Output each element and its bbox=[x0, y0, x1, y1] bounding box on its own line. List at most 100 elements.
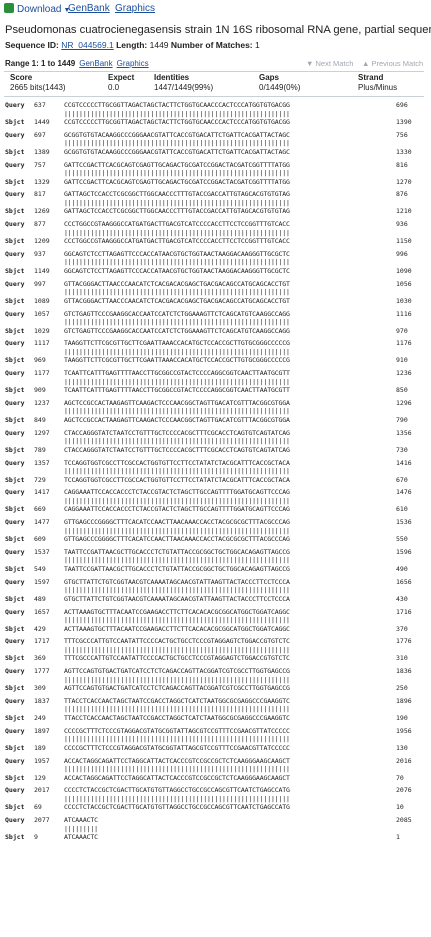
query-end: 2076 bbox=[396, 786, 412, 795]
subject-sequence: CCGTCCCCCTTGCGGTTAGACTAGCTACTTCTGGTGCAAC… bbox=[64, 118, 290, 126]
subject-sequence: CCCCTCTACCGCTCGACTTGCATGTGTTAGGCCTGCCGCC… bbox=[64, 803, 290, 812]
alignment-block: Query 1837 TTACCTCACCAACTAGCTAATCCGACCTAGG… bbox=[5, 696, 427, 726]
query-start: 2017 bbox=[34, 786, 50, 795]
query-end: 1776 bbox=[396, 637, 412, 646]
range-genbank-link[interactable]: GenBank bbox=[79, 59, 113, 68]
match-bars: ||||||||||||||||||||||||||||||||||||||||… bbox=[64, 645, 290, 654]
subject-start: 1209 bbox=[34, 237, 50, 246]
subject-sequence: GTTGAGCCCGGGGCTTTCACATCCAACTTAACAAACCACC… bbox=[64, 535, 290, 544]
match-bars: ||||||||||||||||||||||||||||||||||||||||… bbox=[64, 109, 290, 118]
query-sequence: ACTTAAAGTGCTTTACAATCCGAAGACCTTCTTCACACAC… bbox=[64, 607, 290, 616]
gaps-stat: Gaps 0/1449(0%) bbox=[259, 73, 300, 92]
subject-sequence: ATCAAACTC bbox=[64, 833, 98, 842]
query-start: 1357 bbox=[34, 458, 50, 467]
alignment-block: Query 1297 CTACCAGGGTATCTAATCCTGTTTGCTCCCC… bbox=[5, 428, 427, 458]
query-start: 937 bbox=[34, 249, 46, 258]
query-label: Query bbox=[5, 518, 25, 527]
query-end: 1236 bbox=[396, 369, 412, 378]
subject-label: Sbjct bbox=[5, 684, 25, 693]
match-bars: ||||||||||||||||||||||||||||||||||||||||… bbox=[64, 258, 290, 267]
score-header: Score bbox=[10, 73, 33, 82]
query-label: Query bbox=[5, 488, 25, 497]
query-sequence: GTTACGGGACTTAACCCAACATCTCACGACACGAGCTGAC… bbox=[64, 279, 290, 288]
subject-label: Sbjct bbox=[5, 445, 25, 454]
subject-start: 729 bbox=[34, 475, 46, 484]
subject-label: Sbjct bbox=[5, 564, 25, 573]
query-end: 2085 bbox=[396, 816, 412, 825]
subject-label: Sbjct bbox=[5, 803, 25, 812]
subject-label: Sbjct bbox=[5, 505, 25, 514]
query-label: Query bbox=[5, 101, 25, 109]
match-bars: ||||||||||||||||||||||||||||||||||||||||… bbox=[64, 675, 290, 684]
match-bars: ||||||||||||||||||||||||||||||||||||||||… bbox=[64, 526, 290, 535]
subject-sequence: ACCACTAGGCAGATTCCTAGGCATTACTCACCCGTCCGCC… bbox=[64, 773, 290, 782]
download-menu[interactable]: Download ▼ bbox=[4, 3, 70, 15]
query-label: Query bbox=[5, 339, 25, 348]
query-end: 696 bbox=[396, 101, 408, 109]
subject-start: 9 bbox=[34, 833, 38, 842]
alignment-block: Query 817 GATTAGCTCCACCTCGCGGCTTGGCAACCCTT… bbox=[5, 189, 427, 219]
subject-end: 190 bbox=[396, 713, 408, 722]
subject-start: 69 bbox=[34, 803, 42, 812]
subject-end: 1 bbox=[396, 833, 400, 842]
subject-start: 849 bbox=[34, 415, 46, 424]
alignment-block: Query 2017 CCCCTCTACCGCTCGACTTGCATGTGTTAGG… bbox=[5, 785, 427, 815]
query-start: 877 bbox=[34, 220, 46, 229]
query-label: Query bbox=[5, 398, 25, 407]
next-match-link[interactable]: ▼ Next Match bbox=[306, 59, 354, 68]
query-sequence: ATCAAACTC bbox=[64, 816, 98, 825]
subject-sequence: GGCAGTCTCCTTAGAGTTCCCACCATAACGTGCTGGTAAC… bbox=[64, 266, 290, 275]
query-start: 1717 bbox=[34, 637, 50, 646]
subject-start: 489 bbox=[34, 594, 46, 603]
matches-label: Number of Matches: bbox=[170, 40, 253, 50]
expect-header: Expect bbox=[108, 73, 135, 82]
query-sequence: TAATTCCGATTAACGCTTGCACCCTCTGTATTACCGCGGC… bbox=[64, 547, 290, 556]
identities-stat: Identities 1447/1449(99%) bbox=[154, 73, 213, 92]
query-start: 1957 bbox=[34, 756, 50, 765]
query-start: 1057 bbox=[34, 309, 50, 318]
subject-sequence: CTACCAGGGTATCTAATCCTGTTTGCTCCCCACGCTTTCG… bbox=[64, 445, 290, 454]
query-start: 2077 bbox=[34, 816, 50, 825]
toolbar: Download ▼ GenBank Graphics bbox=[0, 0, 431, 19]
previous-match-link[interactable]: ▲ Previous Match bbox=[362, 59, 424, 68]
subject-end: 910 bbox=[396, 356, 408, 365]
subject-label: Sbjct bbox=[5, 326, 25, 335]
subject-sequence: GTGCTTATTCTGTCGGTAACGTCAAAATAGCAACGTATTA… bbox=[64, 594, 290, 603]
subject-start: 309 bbox=[34, 684, 46, 693]
graphics-link[interactable]: Graphics bbox=[115, 3, 156, 14]
subject-start: 1269 bbox=[34, 207, 50, 216]
query-sequence: GTCTGAGTTCCCGAAGGCACCAATCCATCTCTGGAAAGTT… bbox=[64, 309, 290, 318]
expect-value: 0.0 bbox=[108, 83, 120, 92]
subject-label: Sbjct bbox=[5, 237, 25, 246]
genbank-link[interactable]: GenBank bbox=[68, 3, 110, 14]
query-sequence: TCAATTCATTTGAGTTTTAACCTTGCGGCCGTACTCCCCA… bbox=[64, 369, 290, 378]
subject-start: 969 bbox=[34, 356, 46, 365]
query-label: Query bbox=[5, 428, 25, 437]
subject-end: 1030 bbox=[396, 296, 412, 305]
subject-label: Sbjct bbox=[5, 535, 25, 544]
subject-sequence: CCCCGCTTTCTCCCGTAGGACGTATGCGGTATTAGCGTCC… bbox=[64, 743, 290, 752]
subject-sequence: TCAATTCATTTGAGTTTTAACCTTGCGGCCGTACTCCCCA… bbox=[64, 386, 290, 395]
query-end: 1296 bbox=[396, 398, 412, 407]
subject-sequence: TAAGGTTCTTCGCGTTGCTTCGAATTAAACCACATGCTCC… bbox=[64, 356, 290, 365]
match-bars: ||||||||||||||||||||||||||||||||||||||||… bbox=[64, 586, 290, 595]
query-sequence: TTTCGCCCATTGTCCAATATTCCCCACTGCTGCCTCCCGT… bbox=[64, 637, 290, 646]
query-sequence: CCGTCCCCCTTGCGGTTAGACTAGCTACTTCTGGTGCAAC… bbox=[64, 101, 290, 109]
sequence-id-link[interactable]: NR_044569.1 bbox=[61, 40, 114, 50]
alignment-block: Query 1477 GTTGAGCCCGGGGCTTTCACATCCAACTTAA… bbox=[5, 517, 427, 547]
alignment-block: Query 637 CCGTCCCCCTTGCGGTTAGACTAGCTACTTCT… bbox=[5, 100, 427, 130]
subject-end: 310 bbox=[396, 654, 408, 663]
query-end: 756 bbox=[396, 130, 408, 139]
query-sequence: AGTTCCAGTGTGACTGATCATCCTCTCAGACCAGTTACGG… bbox=[64, 667, 290, 676]
subject-label: Sbjct bbox=[5, 475, 25, 484]
subject-label: Sbjct bbox=[5, 147, 25, 156]
alignment-block: Query 697 GCGGTGTGTACAAGGCCCGGGAACGTATTCAC… bbox=[5, 130, 427, 160]
query-sequence: GTTGAGCCCGGGGCTTTCACATCCAACTTAACAAACCACC… bbox=[64, 518, 290, 527]
strand-stat: Strand Plus/Minus bbox=[358, 73, 397, 92]
query-label: Query bbox=[5, 786, 25, 795]
alignment-block: Query 1717 TTTCGCCCATTGTCCAATATTCCCCACTGCT… bbox=[5, 636, 427, 666]
query-label: Query bbox=[5, 279, 25, 288]
sequence-id-label: Sequence ID: bbox=[5, 40, 59, 50]
sequence-meta: Sequence ID: NR_044569.1 Length: 1449 Nu… bbox=[5, 40, 260, 50]
range-graphics-link[interactable]: Graphics bbox=[116, 59, 149, 68]
